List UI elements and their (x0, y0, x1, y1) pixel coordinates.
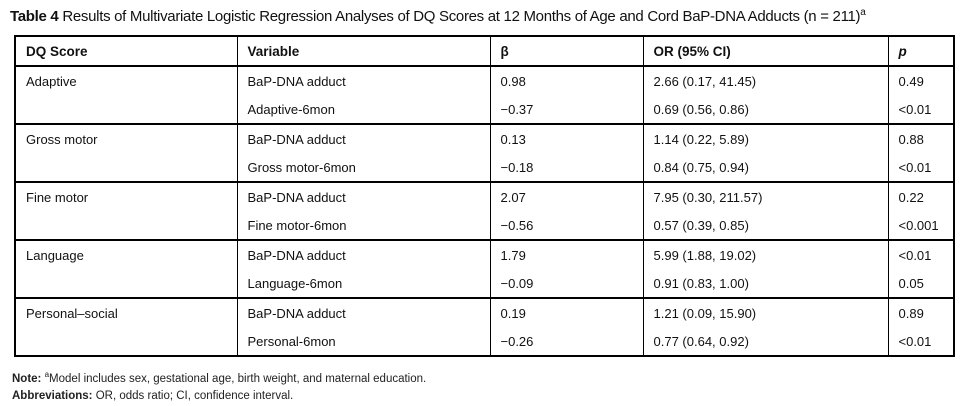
variable-cell: BaP-DNA adduct (236, 240, 490, 269)
table-title-text: Results of Multivariate Logistic Regress… (62, 8, 861, 25)
or-ci-cell: 0.69 (0.56, 0.86) (642, 95, 888, 124)
table-row: Fine motor BaP-DNA adduct 2.07 7.95 (0.3… (15, 182, 954, 211)
beta-cell: 2.07 (489, 182, 643, 211)
beta-cell: −0.18 (489, 153, 643, 182)
table-row: Language-6mon −0.09 0.91 (0.83, 1.00) 0.… (15, 269, 954, 298)
p-value-cell: <0.01 (887, 327, 954, 356)
variable-cell: Fine motor-6mon (236, 211, 490, 240)
table-row: Fine motor-6mon −0.56 0.57 (0.39, 0.85) … (15, 211, 954, 240)
or-ci-cell: 0.91 (0.83, 1.00) (642, 269, 888, 298)
table-footnotes: Note: aModel includes sex, gestational a… (12, 371, 426, 405)
column-header-or-ci: OR (95% CI) (642, 36, 888, 66)
dq-score-cell: Fine motor (26, 190, 89, 205)
table-group-language: Language BaP-DNA adduct 1.79 5.99 (1.88,… (15, 240, 954, 298)
table-row: Personal–social BaP-DNA adduct 0.19 1.21… (15, 298, 954, 327)
or-ci-cell: 0.77 (0.64, 0.92) (642, 327, 888, 356)
table-title-label: Table 4 (10, 8, 59, 25)
footnote-abbreviations-text: OR, odds ratio; CI, confidence interval. (95, 390, 294, 402)
p-value-cell: <0.01 (887, 153, 954, 182)
p-value-cell: 0.88 (887, 124, 954, 153)
table-row: Language BaP-DNA adduct 1.79 5.99 (1.88,… (15, 240, 954, 269)
variable-cell: Adaptive-6mon (236, 95, 490, 124)
variable-cell: Language-6mon (236, 269, 490, 298)
beta-cell: −0.09 (489, 269, 643, 298)
footnote-abbreviations: Abbreviations: OR, odds ratio; CI, confi… (12, 388, 426, 405)
variable-cell: BaP-DNA adduct (236, 66, 490, 95)
beta-cell: 0.13 (489, 124, 643, 153)
table-title: Table 4 Results of Multivariate Logistic… (10, 7, 866, 26)
footnote-note-superscript: a (44, 370, 50, 380)
variable-cell: Gross motor-6mon (236, 153, 490, 182)
column-header-p: p (887, 36, 954, 66)
footnote-note-label: Note: (12, 373, 42, 385)
table-row: Adaptive-6mon −0.37 0.69 (0.56, 0.86) <0… (15, 95, 954, 124)
table-header-row: DQ Score Variable β OR (95% CI) p (15, 36, 954, 66)
beta-cell: −0.26 (489, 327, 643, 356)
results-table: DQ Score Variable β OR (95% CI) p Adapti… (14, 35, 955, 357)
variable-cell: Personal-6mon (236, 327, 490, 356)
beta-cell: −0.37 (489, 95, 643, 124)
footnote-note-text: Model includes sex, gestational age, bir… (49, 373, 427, 385)
or-ci-cell: 0.84 (0.75, 0.94) (642, 153, 888, 182)
or-ci-cell: 2.66 (0.17, 41.45) (642, 66, 888, 95)
variable-cell: BaP-DNA adduct (236, 182, 490, 211)
column-header-dq-score: DQ Score (26, 43, 88, 59)
or-ci-cell: 7.95 (0.30, 211.57) (642, 182, 888, 211)
column-header-variable: Variable (236, 36, 490, 66)
or-ci-cell: 5.99 (1.88, 19.02) (642, 240, 888, 269)
column-header-beta: β (489, 36, 643, 66)
p-value-cell: 0.22 (887, 182, 954, 211)
beta-cell: 1.79 (489, 240, 643, 269)
dq-score-cell: Gross motor (26, 132, 98, 147)
footnote-abbreviations-label: Abbreviations: (12, 390, 93, 402)
table-group-personal-social: Personal–social BaP-DNA adduct 0.19 1.21… (15, 298, 954, 356)
dq-score-cell: Language (26, 248, 84, 263)
p-value-cell: <0.001 (887, 211, 954, 240)
beta-cell: −0.56 (489, 211, 643, 240)
or-ci-cell: 0.57 (0.39, 0.85) (642, 211, 888, 240)
p-value-cell: 0.49 (887, 66, 954, 95)
table-row: Adaptive BaP-DNA adduct 0.98 2.66 (0.17,… (15, 66, 954, 95)
table-title-superscript: a (860, 7, 866, 18)
dq-score-cell: Adaptive (26, 74, 77, 89)
table-row: Gross motor-6mon −0.18 0.84 (0.75, 0.94)… (15, 153, 954, 182)
dq-score-cell: Personal–social (26, 306, 118, 321)
table-group-gross-motor: Gross motor BaP-DNA adduct 0.13 1.14 (0.… (15, 124, 954, 182)
beta-cell: 0.19 (489, 298, 643, 327)
table-group-fine-motor: Fine motor BaP-DNA adduct 2.07 7.95 (0.3… (15, 182, 954, 240)
variable-cell: BaP-DNA adduct (236, 124, 490, 153)
p-value-cell: <0.01 (887, 240, 954, 269)
p-value-cell: 0.05 (887, 269, 954, 298)
footnote-note: Note: aModel includes sex, gestational a… (12, 371, 426, 388)
variable-cell: BaP-DNA adduct (236, 298, 490, 327)
table-row: Personal-6mon −0.26 0.77 (0.64, 0.92) <0… (15, 327, 954, 356)
p-value-cell: <0.01 (887, 95, 954, 124)
p-value-cell: 0.89 (887, 298, 954, 327)
beta-cell: 0.98 (489, 66, 643, 95)
table-group-adaptive: Adaptive BaP-DNA adduct 0.98 2.66 (0.17,… (15, 66, 954, 124)
or-ci-cell: 1.21 (0.09, 15.90) (642, 298, 888, 327)
table-row: Gross motor BaP-DNA adduct 0.13 1.14 (0.… (15, 124, 954, 153)
or-ci-cell: 1.14 (0.22, 5.89) (642, 124, 888, 153)
